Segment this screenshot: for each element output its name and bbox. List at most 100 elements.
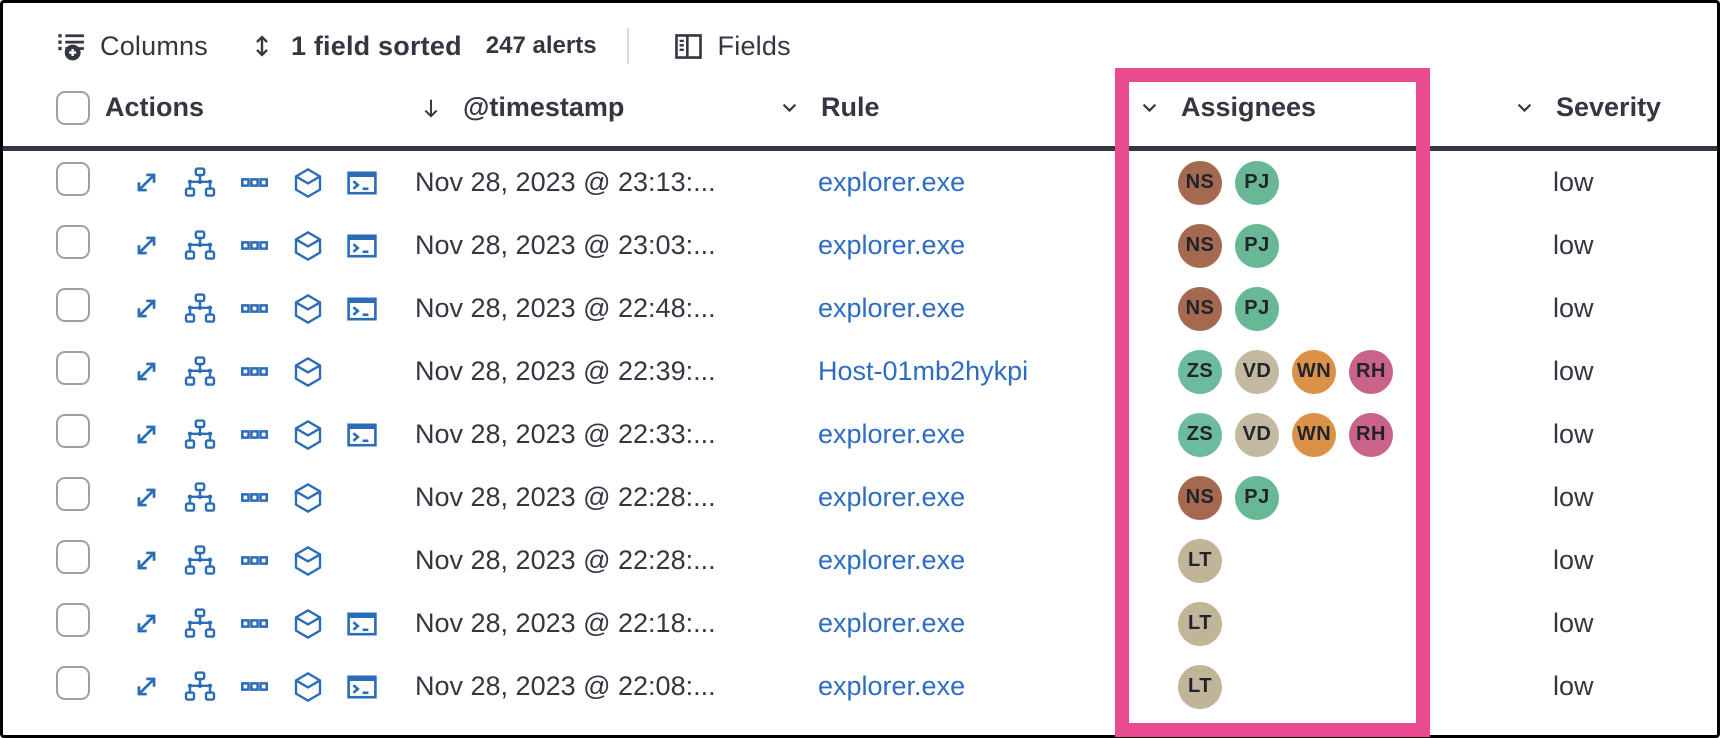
terminal-icon[interactable] [346,167,378,199]
cube-icon[interactable] [292,293,324,325]
terminal-icon[interactable] [346,608,378,640]
process-tree-icon[interactable] [184,355,216,388]
more-actions-icon[interactable] [238,482,270,514]
assignee-avatar[interactable]: PJ [1235,286,1279,331]
process-tree-icon[interactable] [184,607,216,640]
rule-link[interactable]: Host-01mb2hykpi [818,356,1029,386]
table-row: Nov 28, 2023 @ 22:18:... explorer.exe LT lo… [3,592,1717,655]
assignee-avatar[interactable]: LT [1178,601,1222,646]
severity-cell: low [1553,545,1594,575]
row-checkbox[interactable] [56,477,90,511]
rule-link[interactable]: explorer.exe [818,608,966,638]
more-actions-icon[interactable] [238,671,270,703]
assignees-cell: LT [1133,664,1508,709]
expand-icon[interactable] [130,356,162,388]
cube-icon[interactable] [292,230,324,262]
process-tree-icon[interactable] [184,544,216,577]
actions-column-label: Actions [105,92,205,122]
terminal-icon[interactable] [346,419,378,451]
assignee-avatar[interactable]: LT [1178,664,1222,709]
row-select-cell [53,225,105,266]
sorted-fields-label: 1 field sorted [290,30,462,61]
cube-icon[interactable] [292,356,324,388]
sorted-fields-button[interactable]: 1 field sorted [246,30,462,62]
column-header-severity[interactable]: Severity [1508,92,1717,124]
assignee-avatar[interactable]: WN [1292,349,1336,394]
row-checkbox[interactable] [56,162,90,196]
process-tree-icon[interactable] [184,418,216,451]
assignee-avatar[interactable]: ZS [1178,412,1222,457]
terminal-icon[interactable] [346,293,378,325]
cube-icon[interactable] [292,671,324,703]
rule-link[interactable]: explorer.exe [818,545,966,575]
row-select-cell [53,162,105,203]
assignees-cell: NS PJ [1133,223,1508,268]
terminal-icon[interactable] [346,230,378,262]
assignee-avatar[interactable]: LT [1178,538,1222,583]
assignee-avatar[interactable]: PJ [1235,475,1279,520]
assignee-avatar[interactable]: RH [1349,349,1393,394]
fields-button[interactable]: Fields [673,30,791,62]
process-tree-icon[interactable] [184,292,216,325]
process-tree-icon[interactable] [184,229,216,262]
assignee-avatar[interactable]: NS [1178,223,1222,268]
assignee-avatar[interactable]: WN [1292,412,1336,457]
assignee-avatar[interactable]: ZS [1178,349,1222,394]
assignee-avatar[interactable]: PJ [1235,160,1279,205]
more-actions-icon[interactable] [238,293,270,325]
more-actions-icon[interactable] [238,419,270,451]
column-header-rule[interactable]: Rule [773,92,1133,124]
rule-link[interactable]: explorer.exe [818,167,966,197]
row-select-cell [53,666,105,707]
rule-link[interactable]: explorer.exe [818,419,966,449]
column-header-timestamp[interactable]: @timestamp [415,92,773,124]
assignee-avatar[interactable]: RH [1349,412,1393,457]
expand-icon[interactable] [130,671,162,703]
cube-icon[interactable] [292,608,324,640]
expand-icon[interactable] [130,230,162,262]
expand-icon[interactable] [130,545,162,577]
cube-icon[interactable] [292,419,324,451]
rule-link[interactable]: explorer.exe [818,293,966,323]
row-checkbox[interactable] [56,666,90,700]
table-row: Nov 28, 2023 @ 22:08:... explorer.exe LT lo… [3,655,1717,718]
more-actions-icon[interactable] [238,608,270,640]
row-checkbox[interactable] [56,414,90,448]
cube-icon[interactable] [292,545,324,577]
expand-icon[interactable] [130,167,162,199]
assignee-avatar[interactable]: NS [1178,160,1222,205]
column-header-assignees[interactable]: Assignees [1133,92,1508,124]
assignee-avatar[interactable]: NS [1178,475,1222,520]
terminal-icon[interactable] [346,671,378,703]
rule-link[interactable]: explorer.exe [818,230,966,260]
cube-icon[interactable] [292,167,324,199]
expand-icon[interactable] [130,482,162,514]
more-actions-icon[interactable] [238,230,270,262]
assignee-avatar[interactable]: NS [1178,286,1222,331]
more-actions-icon[interactable] [238,356,270,388]
rule-link[interactable]: explorer.exe [818,482,966,512]
assignees-cell: ZS VD WN RH [1133,412,1508,457]
row-checkbox[interactable] [56,288,90,322]
table-row: Nov 28, 2023 @ 23:03:... explorer.exe NS PJ… [3,214,1717,277]
process-tree-icon[interactable] [184,481,216,514]
expand-icon[interactable] [130,419,162,451]
assignee-avatar[interactable]: VD [1235,349,1279,394]
more-actions-icon[interactable] [238,545,270,577]
process-tree-icon[interactable] [184,166,216,199]
expand-icon[interactable] [130,608,162,640]
assignee-avatar[interactable]: VD [1235,412,1279,457]
expand-icon[interactable] [130,293,162,325]
row-select-cell [53,288,105,329]
more-actions-icon[interactable] [238,167,270,199]
row-checkbox[interactable] [56,225,90,259]
cube-icon[interactable] [292,482,324,514]
columns-button[interactable]: Columns [55,30,208,62]
row-checkbox[interactable] [56,603,90,637]
assignee-avatar[interactable]: PJ [1235,223,1279,268]
rule-link[interactable]: explorer.exe [818,671,966,701]
process-tree-icon[interactable] [184,670,216,703]
row-checkbox[interactable] [56,540,90,574]
row-checkbox[interactable] [56,351,90,385]
select-all-checkbox[interactable] [56,90,90,125]
